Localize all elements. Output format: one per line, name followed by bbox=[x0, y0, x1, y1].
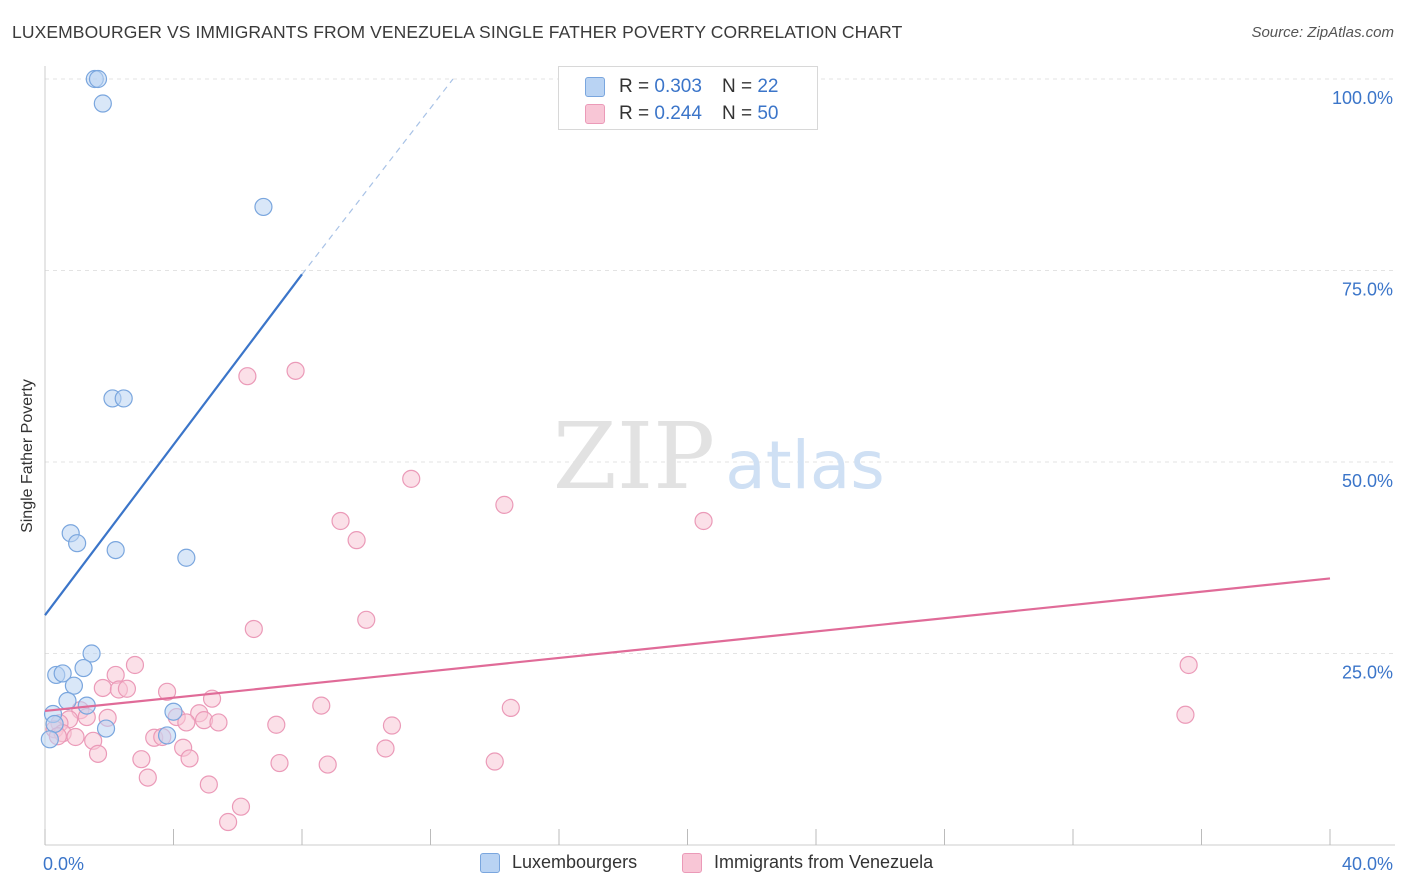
venezuela-point bbox=[1176, 705, 1195, 724]
luxembourger-trend-line bbox=[44, 273, 303, 616]
luxembourger-point bbox=[114, 389, 133, 408]
venezuela-point bbox=[485, 752, 504, 771]
venezuela-point bbox=[382, 716, 402, 735]
venezuela-point bbox=[209, 713, 228, 732]
venezuela-point bbox=[694, 511, 713, 531]
axes bbox=[44, 66, 1395, 846]
venezuela-point bbox=[132, 750, 151, 769]
luxembourger-point bbox=[177, 548, 196, 567]
venezuela-point bbox=[177, 713, 196, 732]
source-credit: Source: ZipAtlas.com bbox=[1251, 24, 1394, 41]
venezuela-point bbox=[495, 495, 514, 514]
y-tick-label: 50.0% bbox=[1342, 471, 1393, 491]
legend-row-venezuela: R = 0.244 N = 50 bbox=[585, 102, 778, 126]
venezuela-point bbox=[157, 682, 177, 701]
luxembourger-point bbox=[254, 197, 273, 217]
venezuela-point bbox=[331, 511, 350, 531]
venezuela-point bbox=[402, 469, 421, 488]
luxembourger-point bbox=[40, 730, 59, 749]
luxembourger-point bbox=[106, 540, 125, 560]
venezuela-point bbox=[231, 797, 251, 816]
chart-title: LUXEMBOURGER VS IMMIGRANTS FROM VENEZUEL… bbox=[12, 22, 903, 42]
series-legend-luxembourgers[interactable]: Luxembourgers bbox=[480, 852, 637, 873]
legend-swatch-blue bbox=[585, 77, 605, 97]
trend-lines bbox=[44, 78, 1331, 713]
venezuela-point bbox=[501, 698, 520, 717]
venezuela-point bbox=[357, 610, 376, 629]
luxembourger-point bbox=[164, 702, 183, 721]
legend-swatch-pink bbox=[585, 104, 605, 124]
y-tick-label: 75.0% bbox=[1342, 280, 1393, 300]
legend-n-label: N = bbox=[721, 103, 753, 124]
y-tick-label: 100.0% bbox=[1332, 88, 1393, 108]
tick-labels: 25.0% 50.0% 75.0% 100.0% 0.0% 40.0% bbox=[43, 88, 1393, 874]
legend-n-value: 50 bbox=[757, 103, 779, 124]
series-legend: Luxembourgers Immigrants from Venezuela bbox=[0, 852, 1406, 878]
venezuela-point bbox=[117, 679, 137, 698]
x-tick-label: 40.0% bbox=[1342, 854, 1393, 874]
x-tick-label: 0.0% bbox=[43, 854, 84, 874]
venezuela-point bbox=[88, 744, 108, 763]
luxembourger-point bbox=[53, 664, 72, 683]
luxembourger-point bbox=[93, 94, 112, 113]
series-swatch-blue bbox=[480, 852, 500, 873]
venezuela-point bbox=[286, 361, 305, 380]
venezuela-point bbox=[318, 755, 337, 774]
venezuela-point bbox=[66, 727, 85, 747]
series-legend-label: Luxembourgers bbox=[512, 852, 638, 872]
venezuela-point bbox=[376, 739, 395, 758]
venezuela-point bbox=[219, 812, 238, 832]
y-axis-label: Single Father Poverty bbox=[19, 379, 36, 533]
venezuela-point bbox=[1179, 655, 1198, 675]
series-swatch-pink bbox=[682, 852, 702, 873]
legend-r-value: 0.303 bbox=[654, 76, 702, 97]
y-tick-label: 25.0% bbox=[1342, 663, 1393, 683]
venezuela-point bbox=[199, 775, 218, 794]
luxembourger-point bbox=[96, 719, 116, 738]
luxembourger-trend-extension bbox=[301, 78, 454, 275]
series-legend-venezuela[interactable]: Immigrants from Venezuela bbox=[682, 852, 933, 873]
legend-r-value: 0.244 bbox=[654, 103, 702, 124]
venezuela-point bbox=[267, 715, 286, 734]
venezuela-point bbox=[244, 619, 263, 639]
legend-row-luxembourgers: R = 0.303 N = 22 bbox=[585, 75, 778, 99]
gridlines bbox=[45, 78, 1395, 654]
watermark-atlas: atlas bbox=[725, 427, 885, 504]
venezuela-point bbox=[180, 749, 199, 768]
series-legend-label: Immigrants from Venezuela bbox=[714, 852, 934, 872]
luxembourger-point bbox=[88, 69, 108, 89]
legend-r-label: R = bbox=[619, 76, 650, 97]
venezuela-point bbox=[93, 678, 112, 698]
correlation-legend: R = 0.303 N = 22 R = 0.244 N = 50 bbox=[558, 66, 818, 130]
venezuela-trend-line bbox=[44, 577, 1331, 713]
luxembourger-point bbox=[157, 726, 177, 745]
venezuela-point bbox=[238, 367, 257, 386]
luxembourger-point bbox=[68, 534, 87, 553]
venezuela-point bbox=[125, 655, 145, 675]
venezuela-point bbox=[138, 768, 157, 787]
luxembourger-point bbox=[64, 676, 84, 695]
venezuela-point bbox=[312, 696, 331, 715]
watermark: ZIP atlas bbox=[553, 403, 885, 510]
luxembourger-point bbox=[82, 644, 101, 663]
venezuela-point bbox=[347, 531, 366, 550]
luxembourger-point bbox=[45, 714, 64, 734]
legend-n-label: N = bbox=[721, 76, 753, 97]
watermark-zip: ZIP bbox=[553, 403, 715, 510]
luxembourger-points bbox=[40, 69, 273, 749]
venezuela-point bbox=[270, 753, 289, 773]
legend-r-label: R = bbox=[619, 103, 650, 124]
legend-n-value: 22 bbox=[757, 76, 779, 97]
luxembourger-point bbox=[74, 658, 93, 678]
